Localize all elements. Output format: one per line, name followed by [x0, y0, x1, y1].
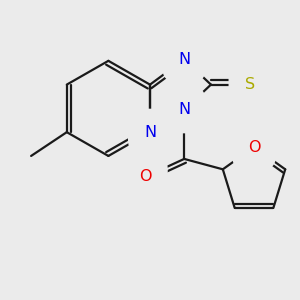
Text: S: S [244, 77, 255, 92]
Text: O: O [248, 140, 260, 154]
Text: N: N [144, 125, 156, 140]
Text: O: O [139, 169, 152, 184]
Text: N: N [178, 52, 190, 67]
Text: N: N [178, 102, 190, 117]
